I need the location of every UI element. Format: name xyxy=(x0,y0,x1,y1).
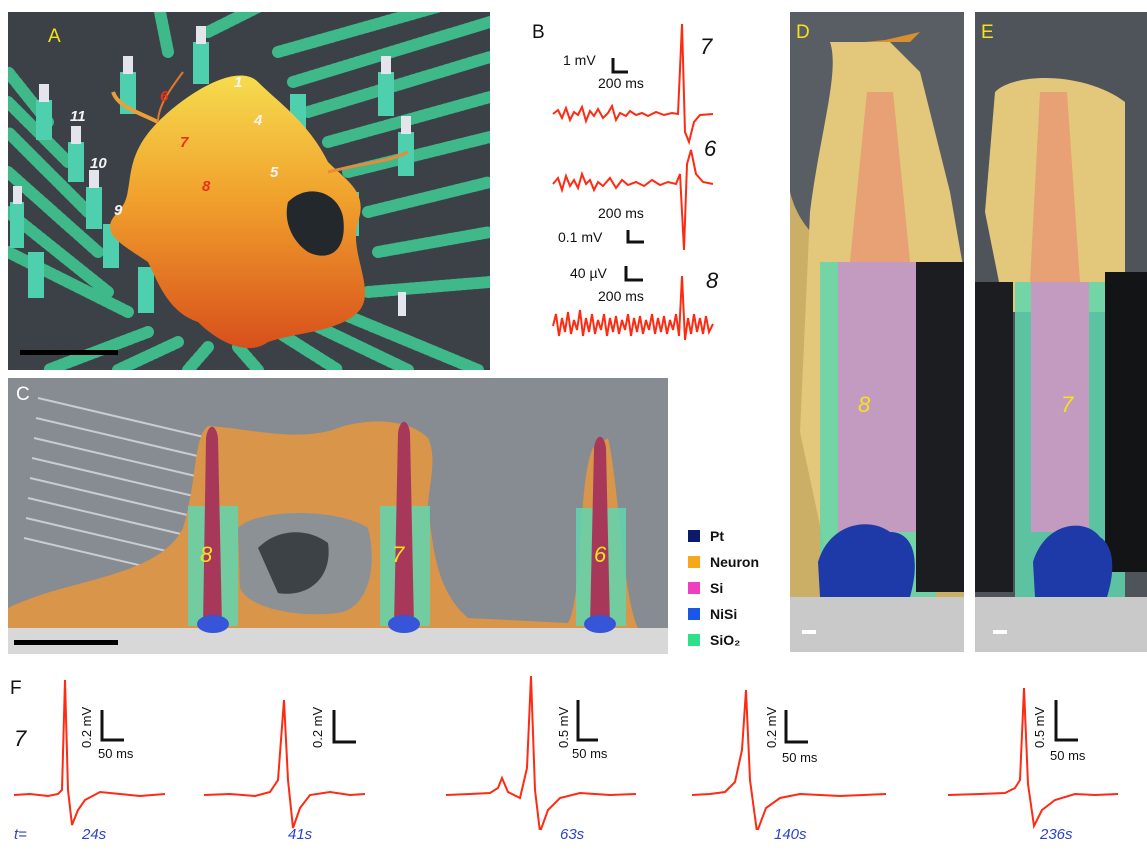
trace-7-time-scale: 200 ms xyxy=(598,75,644,91)
panel-c-pillar-label: 7 xyxy=(392,542,405,567)
f-trace-3-voltage-scale: 0.5 mV xyxy=(556,706,571,748)
f-trace-4-voltage-scale: 0.2 mV xyxy=(764,706,779,748)
panel-a-scale-bar xyxy=(20,350,118,355)
panel-a-label: A xyxy=(48,26,61,47)
trace-8-voltage-scale: 40 µV xyxy=(570,265,607,281)
trace-63s xyxy=(445,675,637,830)
panel-c-scale-bar xyxy=(14,640,118,645)
legend-swatch xyxy=(688,608,700,620)
f-trace-1-time: 24s xyxy=(82,826,107,843)
f-trace-2-time: 41s xyxy=(288,826,313,843)
electrode-label: 4 xyxy=(254,112,263,129)
trace-7-id: 7 xyxy=(700,34,713,59)
legend-swatch xyxy=(688,530,700,542)
legend-item: SiO₂ xyxy=(688,632,740,648)
f-trace-3-time-scale: 50 ms xyxy=(572,746,608,761)
electrode-label: 11 xyxy=(70,108,86,125)
electrode-label: 6 xyxy=(160,88,169,105)
panel-f-traces xyxy=(13,675,1119,830)
f-trace-5-voltage-scale: 0.5 mV xyxy=(1032,706,1047,748)
panel-b-label: B xyxy=(532,22,545,43)
electrode-label: 8 xyxy=(202,178,211,195)
panel-c-cross-section: C 8 7 6 xyxy=(8,378,668,654)
panel-f-electrode-id: 7 xyxy=(14,726,27,751)
trace-236s xyxy=(947,687,1119,830)
trace-41s xyxy=(203,699,366,829)
panel-b-traces xyxy=(552,23,714,341)
trace-8-id: 8 xyxy=(706,268,719,293)
panel-c-pillar-label: 6 xyxy=(594,542,607,567)
legend-swatch xyxy=(688,634,700,646)
panel-d-scale-bar xyxy=(802,630,816,634)
legend-item: Si xyxy=(688,580,723,596)
panel-c-label: C xyxy=(16,384,30,405)
legend-item: NiSi xyxy=(688,606,737,622)
trace-6-voltage-scale: 0.1 mV xyxy=(558,229,603,245)
panel-d-pillar-label: 8 xyxy=(858,392,871,417)
f-trace-5-time-scale: 50 ms xyxy=(1050,748,1086,763)
panel-d-label: D xyxy=(796,22,810,43)
f-trace-4-time-scale: 50 ms xyxy=(782,750,818,765)
panel-a-sem-image: A 1 4 5 11 10 9 6 7 8 xyxy=(8,12,490,370)
electrode-label: 9 xyxy=(114,202,123,219)
trace-140s xyxy=(691,689,887,830)
f-trace-1-time-scale: 50 ms xyxy=(98,746,134,761)
panel-a-illustration xyxy=(8,12,490,370)
f-trace-3-time: 63s xyxy=(560,826,585,843)
legend-swatch xyxy=(688,582,700,594)
trace-7-voltage-scale: 1 mV xyxy=(563,52,596,68)
panel-e-label: E xyxy=(981,22,994,43)
f-trace-1-voltage-scale: 0.2 mV xyxy=(79,706,94,748)
f-trace-4-time: 140s xyxy=(774,826,807,843)
panel-d-cross-section: D 8 xyxy=(790,12,964,652)
material-legend: Pt Neuron Si NiSi SiO₂ xyxy=(688,528,788,658)
electrode-label: 1 xyxy=(234,74,243,91)
trace-electrode-8 xyxy=(552,275,714,341)
f-trace-2-voltage-scale: 0.2 mV xyxy=(310,706,325,748)
electrode-label: 7 xyxy=(180,134,189,151)
trace-24s xyxy=(13,679,166,826)
panel-e-cross-section: E 7 xyxy=(975,12,1147,652)
electrode-label: 5 xyxy=(270,164,279,181)
legend-item: Neuron xyxy=(688,554,759,570)
trace-6-time-scale: 200 ms xyxy=(598,205,644,221)
panel-e-scale-bar xyxy=(993,630,1007,634)
trace-electrode-7 xyxy=(552,23,714,146)
panel-e-pillar-label: 7 xyxy=(1061,392,1074,417)
legend-swatch xyxy=(688,556,700,568)
f-trace-5-time: 236s xyxy=(1040,826,1073,843)
legend-item: Pt xyxy=(688,528,724,544)
panel-c-pillar-label: 8 xyxy=(200,542,213,567)
panel-f-time-prefix: t= xyxy=(14,826,27,843)
electrode-label: 10 xyxy=(90,155,107,172)
trace-8-time-scale: 200 ms xyxy=(598,288,644,304)
panel-f-label: F xyxy=(10,678,22,699)
trace-electrode-6 xyxy=(552,149,714,251)
trace-6-id: 6 xyxy=(704,136,717,161)
